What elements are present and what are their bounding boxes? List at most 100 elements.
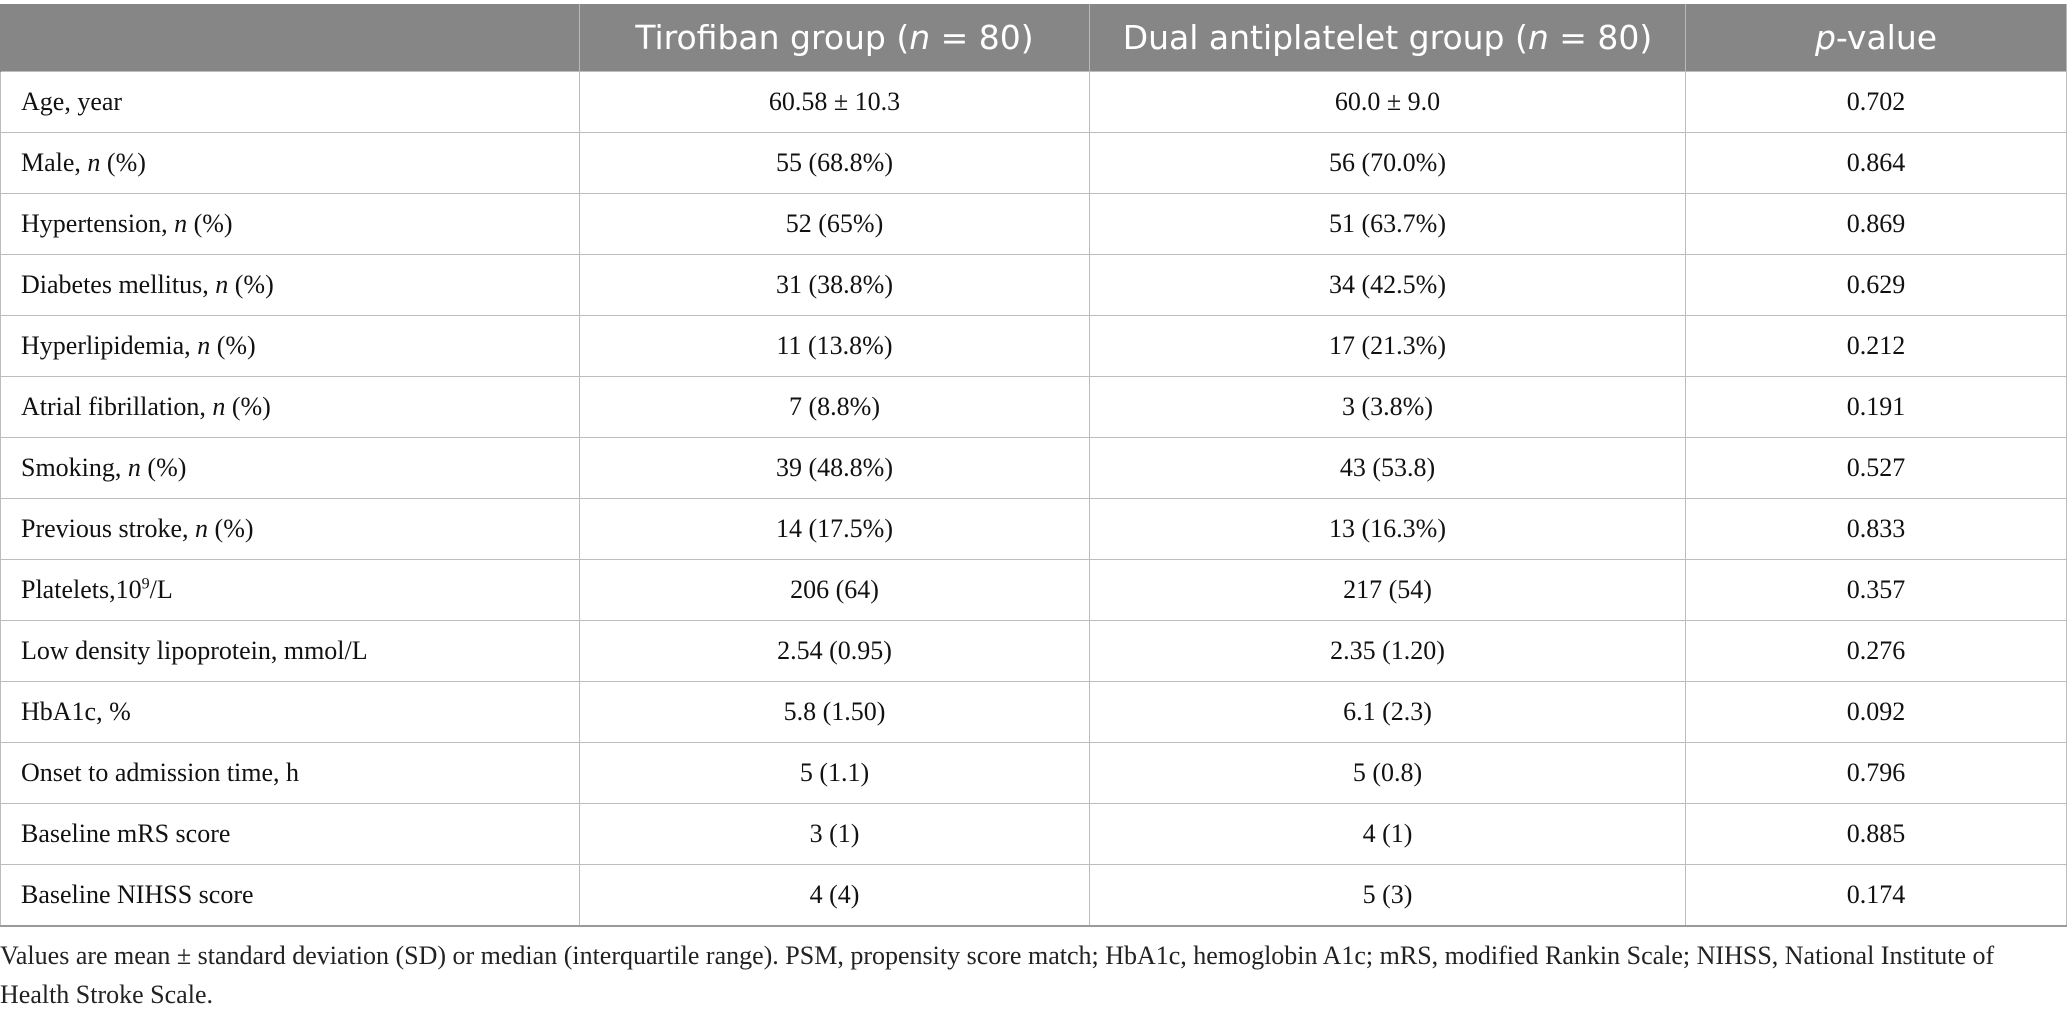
row-label-italic: n bbox=[212, 392, 226, 421]
table-row: Low density lipoprotein, mmol/L 2.54 (0.9… bbox=[0, 620, 2067, 682]
row-label-italic: n bbox=[127, 453, 141, 482]
row-label-text: Diabetes mellitus, bbox=[21, 270, 216, 299]
baseline-characteristics-table-container: Tirofiban group (n = 80) Dual antiplatel… bbox=[0, 4, 2067, 927]
row-label-text: Age, year bbox=[21, 87, 123, 116]
cell-tirofiban: 55 (68.8%) bbox=[579, 132, 1090, 194]
row-label-superscript: 9 bbox=[141, 575, 150, 593]
cell-p-value: 0.796 bbox=[1685, 742, 2067, 804]
table-row: Onset to admission time, h 5 (1.1) 5 (0.8)… bbox=[0, 742, 2067, 804]
header-p-suffix: -value bbox=[1835, 18, 1938, 57]
cell-p-value: 0.864 bbox=[1685, 132, 2067, 194]
table-body: Age, year 60.58 ± 10.3 60.0 ± 9.0 0.702 Male… bbox=[0, 71, 2067, 927]
cell-dual-antiplatelet: 2.35 (1.20) bbox=[1089, 620, 1686, 682]
table-row: Age, year 60.58 ± 10.3 60.0 ± 9.0 0.702 bbox=[0, 71, 2067, 133]
cell-p-value: 0.702 bbox=[1685, 71, 2067, 133]
table-row: Diabetes mellitus, n (%) 31 (38.8%) 34 (42… bbox=[0, 254, 2067, 316]
header-variable bbox=[0, 4, 580, 72]
row-label-suffix: (%) bbox=[210, 331, 256, 360]
row-label-italic: n bbox=[197, 331, 211, 360]
cell-tirofiban: 5 (1.1) bbox=[579, 742, 1090, 804]
baseline-characteristics-table: Tirofiban group (n = 80) Dual antiplatel… bbox=[0, 4, 2067, 927]
cell-p-value: 0.276 bbox=[1685, 620, 2067, 682]
row-label-text: Baseline mRS score bbox=[21, 819, 231, 848]
row-label: Smoking, n (%) bbox=[0, 437, 580, 499]
row-label-suffix: (%) bbox=[100, 148, 146, 177]
cell-dual-antiplatelet: 17 (21.3%) bbox=[1089, 315, 1686, 377]
cell-p-value: 0.869 bbox=[1685, 193, 2067, 255]
cell-dual-antiplatelet: 4 (1) bbox=[1089, 803, 1686, 865]
cell-dual-antiplatelet: 217 (54) bbox=[1089, 559, 1686, 621]
cell-tirofiban: 60.58 ± 10.3 bbox=[579, 71, 1090, 133]
row-label-text: Hypertension, bbox=[21, 209, 175, 238]
header-tirofiban-pre: Tirofiban group ( bbox=[635, 18, 910, 57]
cell-dual-antiplatelet: 6.1 (2.3) bbox=[1089, 681, 1686, 743]
cell-tirofiban: 52 (65%) bbox=[579, 193, 1090, 255]
cell-tirofiban: 11 (13.8%) bbox=[579, 315, 1090, 377]
row-label-text: Smoking, bbox=[21, 453, 128, 482]
row-label: Onset to admission time, h bbox=[0, 742, 580, 804]
cell-p-value: 0.885 bbox=[1685, 803, 2067, 865]
table-row: Male, n (%) 55 (68.8%) 56 (70.0%) 0.864 bbox=[0, 132, 2067, 194]
row-label-text: Low density lipoprotein, mmol/L bbox=[21, 636, 368, 665]
row-label: Hypertension, n (%) bbox=[0, 193, 580, 255]
table-row: HbA1c, % 5.8 (1.50) 6.1 (2.3) 0.092 bbox=[0, 681, 2067, 743]
table-row: Baseline NIHSS score 4 (4) 5 (3) 0.174 bbox=[0, 864, 2067, 927]
cell-dual-antiplatelet: 43 (53.8) bbox=[1089, 437, 1686, 499]
row-label-text: Baseline NIHSS score bbox=[21, 880, 254, 909]
header-row: Tirofiban group (n = 80) Dual antiplatel… bbox=[0, 4, 2067, 72]
cell-p-value: 0.357 bbox=[1685, 559, 2067, 621]
cell-p-value: 0.212 bbox=[1685, 315, 2067, 377]
table-row: Previous stroke, n (%) 14 (17.5%) 13 (16.3… bbox=[0, 498, 2067, 560]
row-label: HbA1c, % bbox=[0, 681, 580, 743]
header-dual-n: n bbox=[1527, 18, 1549, 57]
row-label: Diabetes mellitus, n (%) bbox=[0, 254, 580, 316]
row-label: Baseline NIHSS score bbox=[0, 864, 580, 927]
header-p-letter: p bbox=[1814, 18, 1836, 57]
row-label-italic: n bbox=[87, 148, 101, 177]
cell-tirofiban: 31 (38.8%) bbox=[579, 254, 1090, 316]
row-label-suffix: (%) bbox=[208, 514, 254, 543]
row-label-text: Previous stroke, bbox=[21, 514, 196, 543]
row-label-end: /L bbox=[149, 575, 173, 604]
row-label: Previous stroke, n (%) bbox=[0, 498, 580, 560]
row-label: Platelets,109/L bbox=[0, 559, 580, 621]
table-row: Platelets,109/L 206 (64) 217 (54) 0.357 bbox=[0, 559, 2067, 621]
row-label: Baseline mRS score bbox=[0, 803, 580, 865]
header-tirofiban-n: n bbox=[909, 18, 931, 57]
cell-tirofiban: 2.54 (0.95) bbox=[579, 620, 1090, 682]
row-label-suffix: (%) bbox=[225, 392, 271, 421]
cell-p-value: 0.191 bbox=[1685, 376, 2067, 438]
cell-dual-antiplatelet: 34 (42.5%) bbox=[1089, 254, 1686, 316]
cell-dual-antiplatelet: 5 (0.8) bbox=[1089, 742, 1686, 804]
cell-p-value: 0.833 bbox=[1685, 498, 2067, 560]
row-label: Hyperlipidemia, n (%) bbox=[0, 315, 580, 377]
row-label-text: Onset to admission time, h bbox=[21, 758, 300, 787]
cell-tirofiban: 206 (64) bbox=[579, 559, 1090, 621]
cell-p-value: 0.174 bbox=[1685, 864, 2067, 927]
row-label: Low density lipoprotein, mmol/L bbox=[0, 620, 580, 682]
cell-dual-antiplatelet: 51 (63.7%) bbox=[1089, 193, 1686, 255]
cell-dual-antiplatelet: 60.0 ± 9.0 bbox=[1089, 71, 1686, 133]
row-label-suffix: (%) bbox=[228, 270, 274, 299]
cell-dual-antiplatelet: 3 (3.8%) bbox=[1089, 376, 1686, 438]
cell-tirofiban: 3 (1) bbox=[579, 803, 1090, 865]
cell-dual-antiplatelet: 13 (16.3%) bbox=[1089, 498, 1686, 560]
table-row: Atrial fibrillation, n (%) 7 (8.8%) 3 (3.8… bbox=[0, 376, 2067, 438]
cell-p-value: 0.092 bbox=[1685, 681, 2067, 743]
row-label-italic: n bbox=[195, 514, 209, 543]
header-dual-pre: Dual antiplatelet group ( bbox=[1122, 18, 1528, 57]
table-row: Baseline mRS score 3 (1) 4 (1) 0.885 bbox=[0, 803, 2067, 865]
header-dual-antiplatelet-group: Dual antiplatelet group (n = 80) bbox=[1089, 4, 1686, 72]
row-label-text: Hyperlipidemia, bbox=[21, 331, 198, 360]
table-footnote: Values are mean ± standard deviation (SD… bbox=[0, 941, 1995, 1009]
cell-tirofiban: 14 (17.5%) bbox=[579, 498, 1090, 560]
header-dual-post: = 80) bbox=[1548, 18, 1653, 57]
cell-tirofiban: 4 (4) bbox=[579, 864, 1090, 927]
row-label-italic: n bbox=[174, 209, 188, 238]
row-label-suffix: (%) bbox=[187, 209, 233, 238]
row-label: Male, n (%) bbox=[0, 132, 580, 194]
table-row: Hyperlipidemia, n (%) 11 (13.8%) 17 (21.3%… bbox=[0, 315, 2067, 377]
row-label: Atrial fibrillation, n (%) bbox=[0, 376, 580, 438]
table-header: Tirofiban group (n = 80) Dual antiplatel… bbox=[0, 4, 2067, 72]
header-p-value: p-value bbox=[1685, 4, 2067, 72]
